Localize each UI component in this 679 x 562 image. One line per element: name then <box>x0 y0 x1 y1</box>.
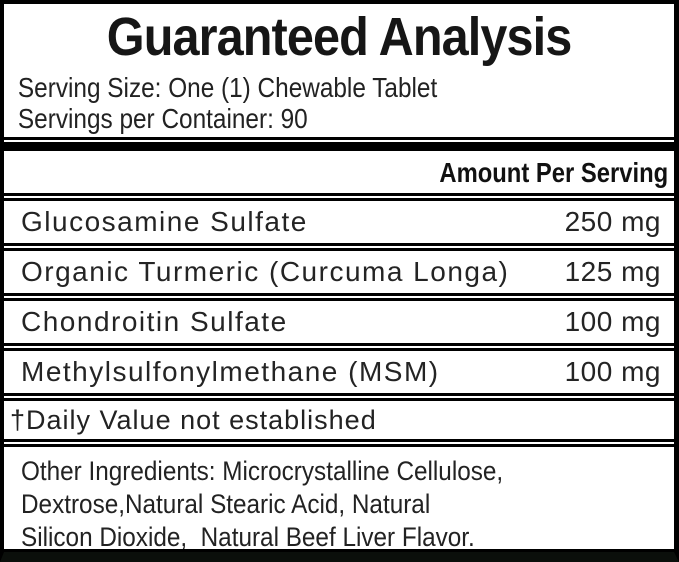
servings-per-container-line: Servings per Container: 90 <box>17 102 308 134</box>
table-row: Methylsulfonylmethane (MSM) 100 mg <box>4 348 674 396</box>
other-ingredients-line-1: Other Ingredients: Microcrystalline Cell… <box>21 456 504 486</box>
ingredient-name: Methylsulfonylmethane (MSM) <box>21 356 440 387</box>
page-title: Guaranteed Analysis <box>4 9 674 66</box>
table-row: Glucosamine Sulfate 250 mg <box>4 198 674 246</box>
table-row: Chondroitin Sulfate 100 mg <box>4 298 674 346</box>
ingredient-amount: 100 mg <box>564 356 661 387</box>
amount-per-serving-header-row: Amount Per Serving <box>4 153 674 196</box>
ingredient-name: Organic Turmeric (Curcuma Longa) <box>21 256 510 287</box>
page-title-text: Guaranteed Analysis <box>106 7 572 67</box>
table-row: Organic Turmeric (Curcuma Longa) 125 mg <box>4 248 674 296</box>
label-header: Guaranteed Analysis Serving Size: One (1… <box>4 4 674 140</box>
other-ingredients-section: Other Ingredients: Microcrystalline Cell… <box>4 444 674 552</box>
thick-divider <box>4 142 674 151</box>
ingredient-name: Glucosamine Sulfate <box>21 206 308 237</box>
ingredient-amount: 100 mg <box>564 306 661 337</box>
ingredient-name: Chondroitin Sulfate <box>21 306 288 337</box>
ingredient-amount: 125 mg <box>564 256 661 287</box>
ingredient-amount: 250 mg <box>564 206 661 237</box>
other-ingredients-line-3: Silicon Dioxide, Natural Beef Liver Flav… <box>21 522 475 552</box>
amount-per-serving-header: Amount Per Serving <box>439 157 668 188</box>
daily-value-footnote: †Daily Value not established <box>10 404 377 435</box>
serving-size-line: Serving Size: One (1) Chewable Tablet <box>17 71 438 103</box>
daily-value-footnote-row: †Daily Value not established <box>4 398 674 442</box>
other-ingredients-line-2: Dextrose,Natural Stearic Acid, Natural <box>21 489 431 519</box>
